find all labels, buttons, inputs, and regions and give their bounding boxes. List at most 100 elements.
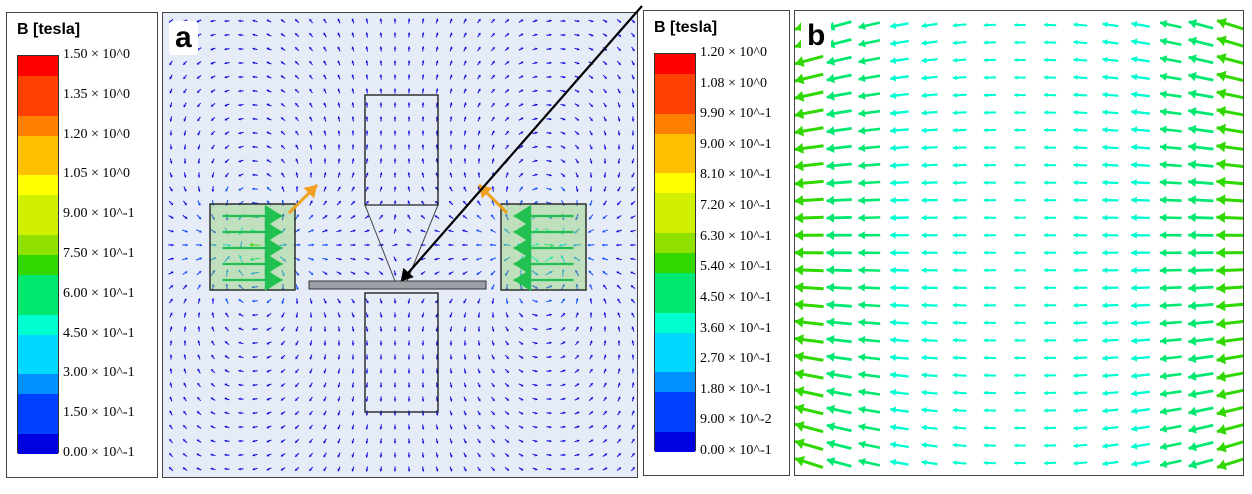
field-vector-head [252, 369, 255, 373]
field-vector-head [309, 398, 312, 402]
field-vector-head [309, 19, 312, 22]
field-vector-head [183, 425, 186, 428]
field-vector-head [520, 314, 523, 317]
field-vector-head [1102, 372, 1108, 379]
field-vector-head [826, 143, 835, 153]
field-vector-head [562, 355, 566, 358]
field-vector-head [858, 283, 865, 292]
field-vector-head [1188, 142, 1197, 152]
field-vector-head [492, 440, 495, 443]
field-vector-head [183, 368, 187, 371]
field-vector-head [491, 342, 495, 346]
field-vector-head [1073, 232, 1078, 238]
field-vector-head [323, 74, 326, 78]
colorbar-band [18, 274, 58, 296]
field-vector-head [1188, 301, 1196, 311]
field-vector-head [492, 468, 495, 471]
field-vector-head [324, 200, 327, 204]
field-vector-head [169, 133, 173, 136]
field-vector-head [337, 88, 341, 91]
field-vector-head [858, 318, 866, 327]
field-vector-head [983, 22, 988, 28]
field-vector-head [381, 243, 384, 247]
field-vector-head [266, 103, 270, 107]
field-vector-head [1216, 335, 1226, 347]
field-vector-head [618, 410, 621, 414]
field-vector-head [197, 161, 201, 164]
field-vector-head [337, 144, 341, 147]
field-vector-head [338, 201, 341, 204]
field-vector-head [393, 18, 397, 21]
field-vector-head [520, 440, 524, 443]
field-vector-head [1044, 215, 1048, 220]
field-vector-head [890, 441, 897, 449]
field-vector-head [295, 144, 298, 148]
field-vector-head [535, 286, 538, 289]
field-vector-head [238, 255, 242, 258]
field-vector-head [183, 439, 186, 442]
field-vector-head [576, 355, 579, 358]
field-vector-head [921, 144, 927, 151]
field-vector-head [197, 326, 201, 329]
field-vector-head [1160, 460, 1168, 468]
field-vector-head [1131, 91, 1138, 99]
field-vector-head [351, 158, 355, 161]
field-vector-head [325, 257, 328, 261]
field-vector-head [407, 18, 411, 21]
colorbar-band [18, 255, 58, 276]
field-vector-head [252, 89, 255, 93]
field-vector-head [393, 144, 397, 147]
field-vector-head [1073, 250, 1078, 256]
field-vector-head [1073, 302, 1078, 308]
field-vector-head [1216, 53, 1227, 64]
field-vector-head [463, 385, 467, 388]
field-vector-head [238, 411, 241, 415]
field-vector-head [549, 425, 552, 429]
field-vector-head [352, 215, 356, 218]
field-vector-head [1188, 36, 1197, 46]
field-vector-head [407, 385, 411, 388]
colorbar-band [655, 233, 695, 254]
field-vector-head [281, 159, 284, 162]
field-vector-head [1217, 441, 1227, 453]
field-vector-head [1014, 163, 1018, 168]
lower-pole-piece [364, 292, 439, 413]
field-vector-head [393, 228, 397, 232]
field-vector-head [309, 426, 312, 429]
field-vector-head [463, 300, 466, 304]
field-vector-head [266, 468, 270, 471]
field-vector-head [380, 229, 384, 232]
field-vector-head [489, 243, 493, 247]
field-vector-head [295, 130, 298, 134]
field-vector-head [983, 57, 988, 63]
field-vector-head [1188, 195, 1196, 205]
field-vector-head [795, 421, 805, 432]
colorbar-tick-label: 1.05 × 10^0 [63, 166, 130, 182]
field-vector-head [365, 32, 369, 35]
field-vector-head [407, 413, 411, 416]
field-vector-head [890, 371, 896, 379]
field-vector-head [1102, 162, 1108, 168]
colorbar-band [18, 195, 58, 216]
field-vector-head [225, 341, 228, 344]
field-vector-head [407, 441, 411, 444]
field-vector-head [211, 104, 214, 107]
field-vector-head [604, 439, 607, 442]
field-vector-head [589, 312, 593, 315]
field-vector-head [506, 342, 509, 346]
field-vector-head [492, 384, 495, 387]
field-vector-head [576, 312, 579, 315]
field-vector-head [952, 40, 958, 46]
field-vector-head [379, 144, 383, 147]
field-vector-head [183, 312, 187, 315]
field-vector-head [169, 453, 172, 456]
field-vector-head [1160, 72, 1167, 81]
field-vector-head [393, 343, 397, 346]
field-vector-head [170, 188, 173, 192]
field-vector-head [251, 271, 254, 275]
field-vector-head [182, 467, 186, 470]
field-vector-head [631, 410, 635, 414]
colorbar-tick-label: 4.50 × 10^-1 [700, 289, 772, 305]
field-vector-head [1131, 126, 1138, 134]
field-vector-head [618, 396, 621, 400]
